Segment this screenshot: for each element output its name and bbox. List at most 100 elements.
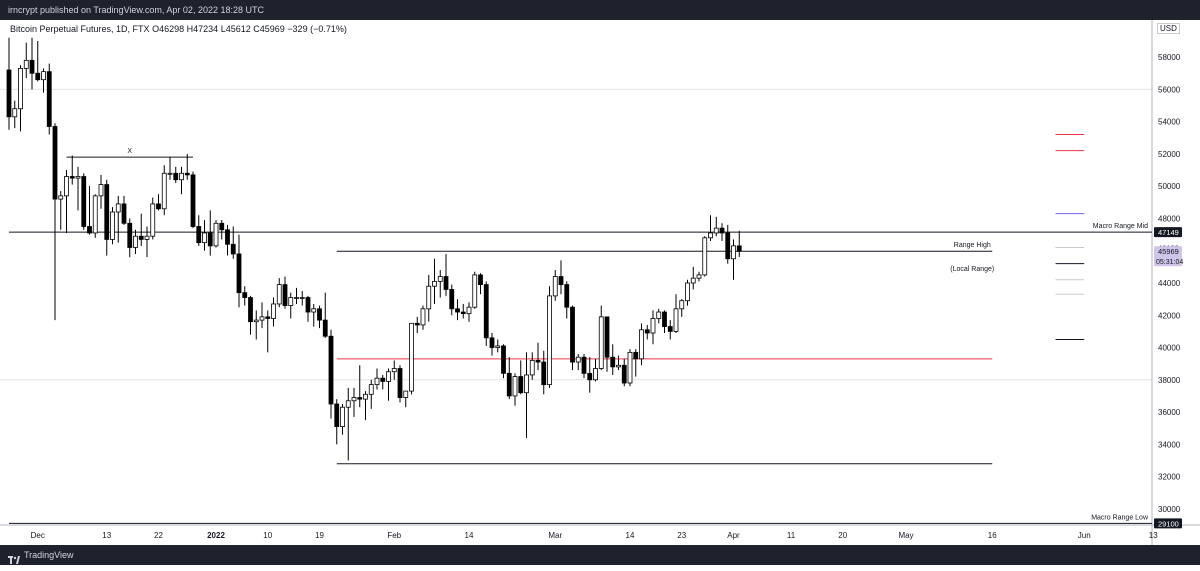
candle (731, 239, 736, 280)
candle-body (357, 397, 363, 400)
candle (593, 358, 598, 382)
candle-body (639, 329, 644, 360)
candle-body (489, 337, 495, 348)
candle-body (449, 289, 455, 310)
close-label: C (253, 24, 260, 34)
candle (478, 273, 483, 295)
price-tick-label: 58000 (1158, 53, 1181, 62)
candle-body (58, 195, 64, 200)
chart-area[interactable]: 30000 32000 34000 36000 38000 40000 42000 44000… (0, 20, 1200, 545)
candle-body (581, 356, 587, 374)
candles (6, 37, 742, 461)
candle (558, 260, 564, 295)
brand-text: TradingView (24, 550, 74, 560)
candle (133, 229, 138, 254)
candle-body (575, 356, 581, 363)
candle (564, 281, 570, 319)
currency-button[interactable]: USD (1157, 23, 1180, 34)
candle-body (731, 245, 736, 260)
candle (650, 310, 656, 345)
candle-body (616, 364, 621, 368)
price-tick-label: 32000 (1158, 473, 1181, 482)
candle-body (328, 335, 334, 405)
candle (345, 387, 351, 461)
candle (259, 302, 265, 329)
candle (52, 123, 58, 321)
candle-body (98, 184, 104, 197)
candle-body (64, 176, 69, 197)
tradingview-icon (8, 551, 20, 564)
candle-body (311, 308, 317, 313)
candle (282, 276, 288, 309)
candle (391, 360, 397, 380)
symbol-legend: Bitcoin Perpetual Futures, 1D, FTX O4629… (10, 24, 347, 34)
candle-body (472, 274, 478, 308)
candle-body (529, 360, 535, 376)
candle (196, 215, 202, 246)
candle (110, 207, 115, 245)
candle (621, 358, 627, 387)
time-tick-label: 13 (102, 531, 111, 540)
candle-body (207, 232, 213, 247)
time-tick-label: 2022 (207, 531, 225, 540)
candle (432, 258, 437, 304)
candle-body (627, 351, 633, 384)
candle (23, 42, 29, 79)
candle-body (368, 384, 374, 395)
candle-body (317, 308, 322, 321)
candle (512, 373, 518, 406)
candle (69, 155, 75, 185)
candle (598, 305, 604, 371)
candle-body (409, 322, 414, 392)
price-tick-label: 44000 (1158, 279, 1181, 288)
candle-body (426, 285, 432, 310)
price-tag-box (1154, 227, 1182, 238)
candle-body (685, 282, 690, 302)
candle (12, 100, 18, 129)
candle-body (299, 297, 305, 299)
candle-body (696, 274, 702, 279)
candle (18, 65, 23, 132)
high-label: H (186, 24, 194, 34)
candle-body (506, 372, 512, 397)
candle-body (104, 184, 110, 240)
candle-body (690, 277, 696, 284)
candle-body (305, 297, 311, 313)
candle (75, 166, 81, 211)
candle (708, 215, 713, 242)
candle (489, 333, 495, 356)
candle-body (150, 203, 156, 237)
candle (662, 310, 667, 334)
candle-body (650, 318, 656, 334)
candle (207, 210, 213, 256)
candle (334, 399, 340, 445)
price-tick-label: 54000 (1158, 118, 1181, 127)
candle-body (144, 235, 150, 240)
candle-body (374, 377, 380, 386)
candle (529, 352, 535, 380)
drawings: Macro Range Mid Macro Range Low Range High… (9, 134, 1152, 524)
candle-body (288, 297, 294, 306)
candle-body (202, 232, 207, 244)
candle (173, 166, 179, 183)
candle (219, 220, 225, 240)
candle-body (334, 403, 340, 427)
candle (29, 37, 35, 90)
candle (725, 224, 731, 264)
candle (236, 234, 242, 308)
candle-body (121, 203, 127, 224)
candle-body (713, 227, 719, 234)
candle (374, 368, 380, 390)
candle-body (414, 322, 420, 326)
candle-body (46, 71, 52, 127)
candle (644, 324, 650, 340)
candle (581, 353, 587, 379)
tradingview-logo[interactable]: TradingView (8, 545, 74, 565)
candlestick-chart[interactable]: 30000 32000 34000 36000 38000 40000 42000 44000… (0, 20, 1200, 545)
candle (673, 294, 679, 334)
candle-body (156, 203, 161, 210)
candle-body (518, 376, 524, 394)
candle-body (708, 232, 713, 239)
candle-body (736, 245, 742, 252)
candle (604, 316, 610, 372)
